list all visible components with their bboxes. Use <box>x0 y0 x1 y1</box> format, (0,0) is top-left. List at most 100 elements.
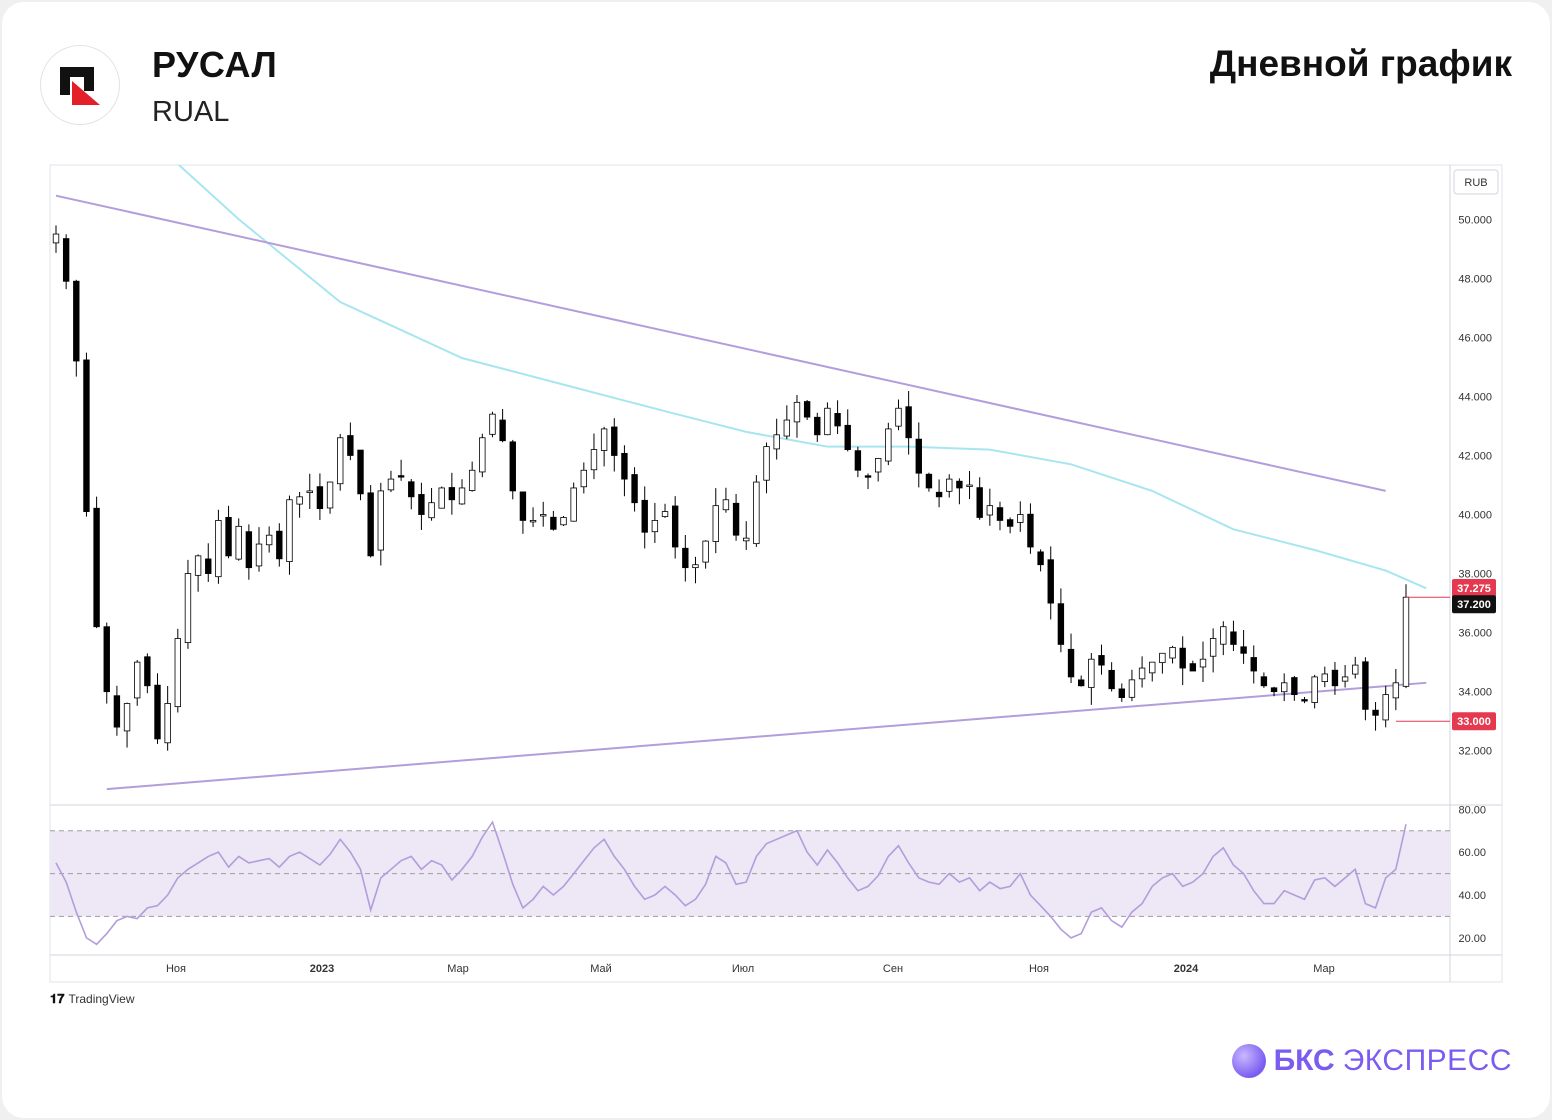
price-tick-label: 36.000 <box>1458 628 1492 640</box>
candle-body <box>1006 519 1014 527</box>
brand-light-text: ЭКСПРЕСС <box>1342 1044 1512 1077</box>
candle-body <box>1027 513 1034 548</box>
candle-body <box>174 638 181 708</box>
candle-body <box>682 547 689 569</box>
candle-body <box>73 280 80 362</box>
candle-body <box>489 413 496 435</box>
candle-body <box>560 517 567 526</box>
candle-body <box>1209 638 1217 657</box>
candle-body <box>1352 664 1359 675</box>
price-tick-label: 48.000 <box>1458 273 1492 285</box>
candle-body <box>408 481 415 498</box>
trendline-lower <box>106 681 1427 791</box>
candle-body <box>205 558 212 574</box>
time-axis-label: Мар <box>447 963 469 975</box>
candle-body <box>783 419 791 437</box>
candle-body <box>367 492 374 557</box>
candle-body <box>844 424 851 450</box>
candle-body <box>326 481 334 509</box>
time-axis-label: Ноя <box>166 963 186 975</box>
candle-body <box>1128 679 1136 698</box>
candle-body <box>1169 646 1176 659</box>
candle-body <box>1149 661 1156 674</box>
rsi-tick-label: 40.00 <box>1458 890 1486 902</box>
candle-body <box>580 469 588 488</box>
candle-body <box>1240 646 1247 654</box>
price-tick-label: 46.000 <box>1458 332 1492 344</box>
candle-body <box>712 505 719 542</box>
candle-body <box>1220 626 1227 645</box>
candle-body <box>1138 667 1146 680</box>
currency-label: RUB <box>1464 177 1487 189</box>
candle-body <box>1402 596 1410 687</box>
candle-body <box>1199 658 1207 668</box>
candle-body <box>468 469 476 491</box>
price-tick-label: 34.000 <box>1458 687 1492 699</box>
price-tick-label: 50.000 <box>1458 214 1492 226</box>
candle-body <box>1179 647 1186 669</box>
candle-body <box>1108 669 1115 690</box>
candle-body <box>641 499 648 533</box>
time-axis-label: Июл <box>732 963 754 975</box>
rsi-tick-label: 20.00 <box>1458 933 1486 945</box>
price-tag-low: 33.000 <box>1457 716 1491 728</box>
price-tick-label: 40.000 <box>1458 510 1492 522</box>
candle-body <box>1067 648 1075 678</box>
candle-body <box>692 564 699 569</box>
candle-body <box>83 359 90 512</box>
candle-body <box>732 502 740 536</box>
candle-body <box>215 520 222 578</box>
candle-body <box>1372 709 1379 716</box>
candle-body <box>570 487 577 522</box>
price-tag-low-box <box>1452 712 1496 731</box>
candle-body <box>1077 679 1085 687</box>
price-tick-label: 44.000 <box>1458 391 1492 403</box>
candle-body <box>265 534 273 546</box>
candle-body <box>458 487 466 505</box>
price-tag-last-box <box>1452 595 1496 614</box>
candle-body <box>864 475 872 478</box>
price-tick-label: 32.000 <box>1458 746 1492 758</box>
candle-body <box>1098 655 1105 666</box>
time-axis-label: Ноя <box>1029 963 1049 975</box>
candle-body <box>347 435 354 456</box>
candle-body <box>631 474 638 504</box>
candle-body <box>418 494 425 515</box>
candle-body <box>286 499 293 562</box>
candle-body <box>824 407 831 436</box>
rusal-logo <box>40 45 120 125</box>
candle-body <box>448 487 456 501</box>
price-tick-label: 38.000 <box>1458 569 1492 581</box>
candle-body <box>1250 657 1257 672</box>
bks-sphere-icon <box>1231 1044 1266 1078</box>
candle-body <box>976 487 983 518</box>
candle-body <box>276 530 283 560</box>
candle-body <box>1230 631 1237 645</box>
currency-box <box>1453 169 1499 195</box>
candle-body <box>1311 676 1318 703</box>
time-axis-label: 2023 <box>310 963 334 975</box>
candle-body <box>1047 559 1054 604</box>
candle-body <box>885 428 892 462</box>
candle-body <box>499 419 506 442</box>
candle-body <box>905 406 912 439</box>
candle-body <box>93 507 100 628</box>
rusal-logo-icon <box>60 67 100 105</box>
time-axis-label: Сен <box>883 963 903 975</box>
rsi-tick-label: 60.00 <box>1458 847 1486 859</box>
candle-body <box>814 416 821 436</box>
candle-body <box>540 514 547 517</box>
candle-body <box>935 491 943 498</box>
candle-body <box>600 428 608 451</box>
candle-body <box>1057 603 1065 645</box>
candle-body <box>1362 661 1369 710</box>
candle-body <box>1037 551 1044 566</box>
candle-body <box>1088 658 1095 688</box>
candle-body <box>946 478 953 492</box>
candle-body <box>245 531 253 569</box>
candle-body <box>337 437 344 485</box>
candle-body <box>1017 514 1024 523</box>
candle-body <box>1382 694 1389 721</box>
ticker-symbol: RUAL <box>152 96 230 128</box>
